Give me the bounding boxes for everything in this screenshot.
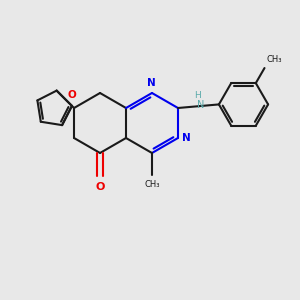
Text: CH₃: CH₃ bbox=[144, 180, 160, 189]
Text: O: O bbox=[95, 182, 105, 192]
Text: O: O bbox=[68, 90, 76, 100]
Text: CH₃: CH₃ bbox=[266, 56, 281, 64]
Text: H: H bbox=[195, 91, 201, 100]
Text: N: N bbox=[197, 100, 205, 110]
Text: N: N bbox=[182, 133, 190, 143]
Text: N: N bbox=[147, 78, 156, 88]
